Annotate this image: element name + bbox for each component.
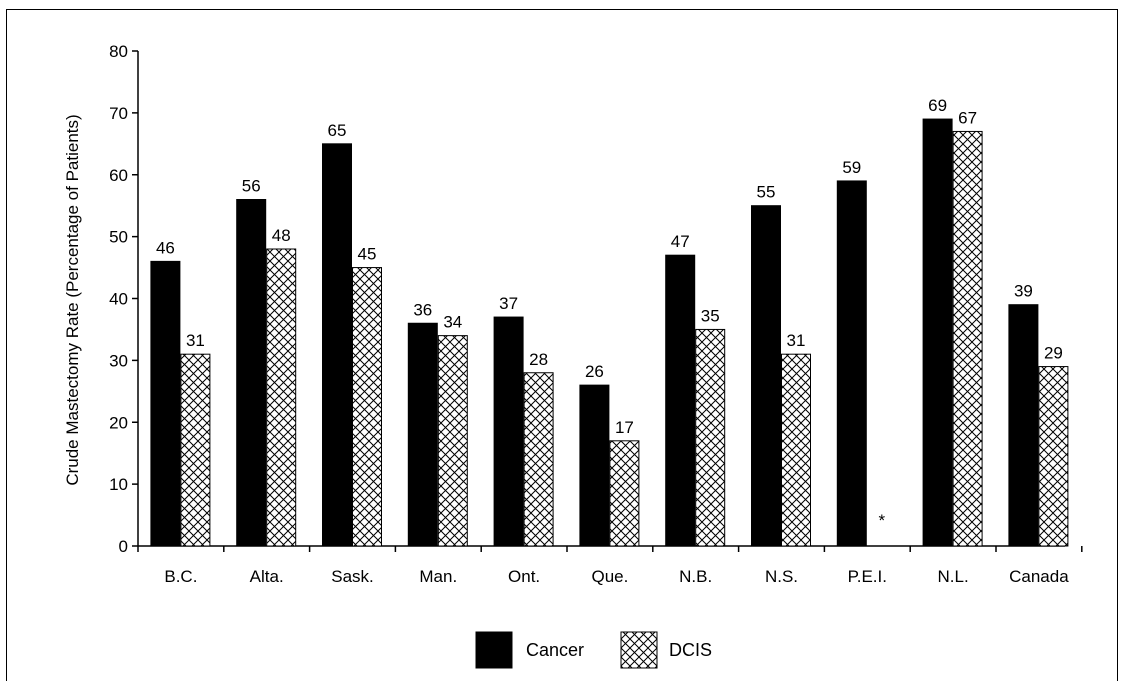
x-tick-label: N.L. xyxy=(938,567,969,586)
legend-label-dcis: DCIS xyxy=(669,640,712,660)
y-tick-label: 10 xyxy=(109,475,128,494)
x-tick-label: Canada xyxy=(1009,567,1069,586)
y-tick-label: 40 xyxy=(109,290,128,309)
x-axis xyxy=(137,545,1083,552)
bar-dcis xyxy=(266,248,297,547)
bar-cancer xyxy=(236,199,267,547)
bar-dcis xyxy=(952,130,983,547)
bar-dcis xyxy=(437,335,468,547)
legend-label-cancer: Cancer xyxy=(526,640,584,660)
bar-dcis xyxy=(523,372,554,547)
data-label-cancer: 37 xyxy=(499,294,518,313)
bars xyxy=(150,118,1069,547)
data-label-dcis: 67 xyxy=(958,108,977,127)
data-label-cancer: 47 xyxy=(671,232,690,251)
y-tick-label: 60 xyxy=(109,166,128,185)
bar-dcis xyxy=(180,353,211,547)
bar-cancer xyxy=(407,322,438,547)
data-label-dcis: 29 xyxy=(1044,344,1063,363)
data-label-dcis-suppressed: * xyxy=(878,511,885,530)
data-label-dcis: 48 xyxy=(272,226,291,245)
data-label-dcis: 31 xyxy=(787,331,806,350)
x-tick-label: Sask. xyxy=(331,567,374,586)
x-tick-labels: B.C. Alta. Sask. Man. Ont. Que. N.B. N.S. P.E.I.… xyxy=(164,567,1069,586)
data-label-dcis: 17 xyxy=(615,418,634,437)
data-label-cancer: 69 xyxy=(928,96,947,115)
y-tick-label: 30 xyxy=(109,351,128,370)
y-tick-label: 80 xyxy=(109,42,128,61)
bar-cancer xyxy=(322,143,352,547)
bar-cancer xyxy=(922,118,953,547)
chart-frame xyxy=(6,9,1118,681)
y-tick-label: 50 xyxy=(109,228,128,247)
y-axis-title: Crude Mastectomy Rate (Percentage of Pat… xyxy=(63,114,82,485)
x-tick-label: Ont. xyxy=(508,567,540,586)
bar-cancer xyxy=(1008,304,1039,547)
bar-dcis xyxy=(1038,366,1069,547)
x-tick-label: Que. xyxy=(591,567,628,586)
bar-cancer xyxy=(751,205,781,547)
bar-cancer xyxy=(665,254,696,547)
y-tick-label: 0 xyxy=(119,537,128,556)
data-label-dcis: 35 xyxy=(701,306,720,325)
x-tick-label: Alta. xyxy=(250,567,284,586)
data-label-cancer: 39 xyxy=(1014,282,1033,301)
data-label-cancer: 55 xyxy=(757,183,776,202)
data-label-cancer: 36 xyxy=(413,300,432,319)
legend-item-cancer: Cancer xyxy=(475,631,584,669)
x-tick-label: P.E.I. xyxy=(848,567,887,586)
x-tick-label: N.S. xyxy=(765,567,798,586)
x-tick-label: Man. xyxy=(419,567,457,586)
value-labels: 46 31 56 48 65 45 36 34 37 28 26 17 47 35 55 31 59 * 69 67 3… xyxy=(156,96,1063,530)
y-axis: 0 10 20 30 40 50 60 70 80 xyxy=(109,42,139,556)
bar-cancer xyxy=(150,260,181,547)
data-label-dcis: 28 xyxy=(529,350,548,369)
x-tick-label: N.B. xyxy=(679,567,712,586)
y-tick-label: 20 xyxy=(109,413,128,432)
x-tick-label: B.C. xyxy=(164,567,197,586)
legend-swatch-cancer xyxy=(475,631,513,669)
bar-cancer xyxy=(579,384,610,547)
bar-cancer xyxy=(493,316,524,547)
data-label-cancer: 46 xyxy=(156,238,175,257)
bar-dcis xyxy=(609,440,640,547)
data-label-dcis: 45 xyxy=(358,245,377,264)
bar-dcis xyxy=(695,328,726,547)
data-label-cancer: 65 xyxy=(328,121,347,140)
bar-dcis xyxy=(781,353,811,547)
legend: Cancer DCIS xyxy=(475,631,712,669)
data-label-cancer: 56 xyxy=(242,177,261,196)
data-label-dcis: 31 xyxy=(186,331,205,350)
data-label-cancer: 26 xyxy=(585,362,604,381)
y-tick-label: 70 xyxy=(109,104,128,123)
legend-swatch-dcis xyxy=(620,631,658,669)
data-label-cancer: 59 xyxy=(842,158,861,177)
legend-item-dcis: DCIS xyxy=(620,631,712,669)
data-label-dcis: 34 xyxy=(443,313,462,332)
bar-dcis xyxy=(352,267,382,547)
bar-cancer xyxy=(836,180,867,547)
